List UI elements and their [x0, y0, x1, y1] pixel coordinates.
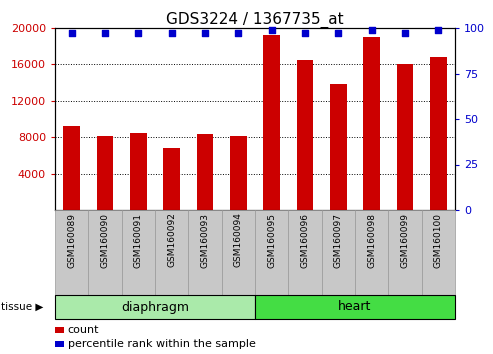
Point	[168, 31, 176, 36]
Point	[101, 31, 109, 36]
Text: tissue ▶: tissue ▶	[1, 302, 43, 312]
Text: GSM160094: GSM160094	[234, 212, 243, 267]
Bar	[197, 135, 213, 210]
Text: GSM160090: GSM160090	[101, 212, 109, 268]
Text: GSM160095: GSM160095	[267, 212, 276, 268]
Bar	[63, 126, 80, 210]
Point	[135, 31, 142, 36]
Text: GSM160089: GSM160089	[67, 212, 76, 268]
Point	[268, 27, 276, 33]
Text: GSM160098: GSM160098	[367, 212, 376, 268]
Bar	[97, 136, 113, 210]
Text: GSM160096: GSM160096	[301, 212, 310, 268]
Text: GSM160099: GSM160099	[400, 212, 410, 268]
Point	[401, 31, 409, 36]
Text: GSM160093: GSM160093	[201, 212, 210, 268]
Bar	[397, 64, 413, 210]
Point	[434, 27, 442, 33]
Point	[201, 31, 209, 36]
Bar	[230, 136, 246, 210]
Bar	[263, 35, 280, 210]
Point	[301, 31, 309, 36]
Point	[334, 31, 342, 36]
Bar	[163, 148, 180, 210]
Text: GSM160100: GSM160100	[434, 212, 443, 268]
Point	[368, 27, 376, 33]
Point	[234, 31, 242, 36]
Bar	[130, 133, 146, 210]
Title: GDS3224 / 1367735_at: GDS3224 / 1367735_at	[166, 12, 344, 28]
Text: GSM160097: GSM160097	[334, 212, 343, 268]
Text: percentile rank within the sample: percentile rank within the sample	[68, 339, 256, 349]
Point	[68, 31, 75, 36]
Text: count: count	[68, 325, 99, 335]
Text: diaphragm: diaphragm	[121, 301, 189, 314]
Text: heart: heart	[338, 301, 372, 314]
Bar	[363, 37, 380, 210]
Text: GSM160091: GSM160091	[134, 212, 143, 268]
Bar	[330, 84, 347, 210]
Bar	[430, 57, 447, 210]
Bar	[297, 60, 314, 210]
Text: GSM160092: GSM160092	[167, 212, 176, 267]
